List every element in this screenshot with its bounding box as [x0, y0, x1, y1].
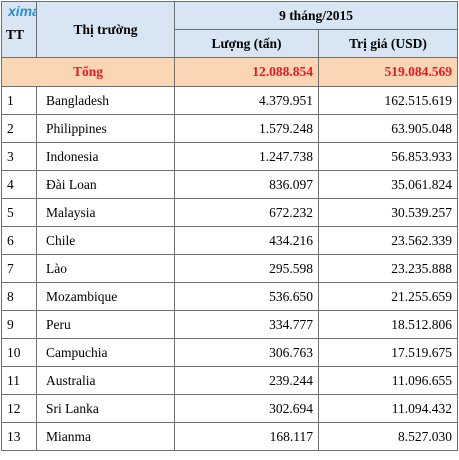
- table-row: 10 Campuchia 306.763 17.519.675: [1, 338, 459, 367]
- market-header: Thị trường: [36, 1, 175, 58]
- row-value: 35.061.824: [317, 170, 459, 199]
- tt-header: ximang.vn TT: [1, 1, 37, 58]
- table-row: 4 Đài Loan 836.097 35.061.824: [1, 170, 459, 199]
- row-value: 63.905.048: [317, 114, 459, 143]
- row-number: 9: [1, 310, 37, 339]
- total-row: Tổng 12.088.854 519.084.569: [1, 57, 459, 87]
- row-value: 17.519.675: [317, 338, 459, 367]
- row-number: 4: [1, 170, 37, 199]
- table-row: 1 Bangladesh 4.379.951 162.515.619: [1, 86, 459, 115]
- table-row: 2 Philippines 1.579.248 63.905.048: [1, 114, 459, 143]
- total-volume: 12.088.854: [174, 57, 319, 87]
- row-value: 162.515.619: [317, 86, 459, 115]
- row-value: 30.539.257: [317, 198, 459, 227]
- volume-header: Lượng (tấn): [174, 29, 319, 58]
- row-market: Mianma: [36, 422, 175, 451]
- row-market: Australia: [36, 366, 175, 395]
- row-volume: 434.216: [174, 226, 319, 255]
- row-value: 56.853.933: [317, 142, 459, 171]
- row-value: 11.094.432: [317, 394, 459, 423]
- row-volume: 536.650: [174, 282, 319, 311]
- row-volume: 334.777: [174, 310, 319, 339]
- total-value: 519.084.569: [317, 57, 459, 87]
- row-market: Mozambique: [36, 282, 175, 311]
- row-market: Malaysia: [36, 198, 175, 227]
- row-volume: 295.598: [174, 254, 319, 283]
- row-market: Lào: [36, 254, 175, 283]
- table-row: 13 Mianma 168.117 8.527.030: [1, 422, 459, 451]
- row-volume: 1.247.738: [174, 142, 319, 171]
- table-row: 9 Peru 334.777 18.512.806: [1, 310, 459, 339]
- export-markets-table: ximang.vn TT Thị trường 9 tháng/2015 Lượ…: [1, 1, 459, 451]
- period-header: 9 tháng/2015: [173, 1, 459, 30]
- row-volume: 4.379.951: [174, 86, 319, 115]
- row-number: 1: [1, 86, 37, 115]
- row-value: 23.235.888: [317, 254, 459, 283]
- row-number: 7: [1, 254, 37, 283]
- total-label: Tổng: [1, 57, 175, 87]
- table-row: 7 Lào 295.598 23.235.888: [1, 254, 459, 283]
- row-number: 12: [1, 394, 37, 423]
- row-market: Peru: [36, 310, 175, 339]
- table-row: 3 Indonesia 1.247.738 56.853.933: [1, 142, 459, 171]
- row-value: 18.512.806: [317, 310, 459, 339]
- row-number: 6: [1, 226, 37, 255]
- row-volume: 239.244: [174, 366, 319, 395]
- watermark-logo: ximang.vn: [8, 3, 36, 19]
- row-volume: 302.694: [174, 394, 319, 423]
- row-market: Chile: [36, 226, 175, 255]
- row-value: 23.562.339: [317, 226, 459, 255]
- market-rows: 1 Bangladesh 4.379.951 162.515.619 2 Philippi…: [1, 86, 459, 451]
- row-number: 13: [1, 422, 37, 451]
- row-market: Indonesia: [36, 142, 175, 171]
- row-market: Philippines: [36, 114, 175, 143]
- row-market: Đài Loan: [36, 170, 175, 199]
- row-number: 8: [1, 282, 37, 311]
- row-volume: 168.117: [174, 422, 319, 451]
- row-volume: 836.097: [174, 170, 319, 199]
- row-number: 11: [1, 366, 37, 395]
- table-row: 6 Chile 434.216 23.562.339: [1, 226, 459, 255]
- row-value: 11.096.655: [317, 366, 459, 395]
- tt-header-label: TT: [6, 27, 25, 42]
- row-volume: 306.763: [174, 338, 319, 367]
- table-row: 5 Malaysia 672.232 30.539.257: [1, 198, 459, 227]
- row-market: Bangladesh: [36, 86, 175, 115]
- row-value: 21.255.659: [317, 282, 459, 311]
- table-row: 12 Sri Lanka 302.694 11.094.432: [1, 394, 459, 423]
- table-row: 11 Australia 239.244 11.096.655: [1, 366, 459, 395]
- row-market: Campuchia: [36, 338, 175, 367]
- value-header: Trị giá (USD): [317, 29, 459, 58]
- row-number: 3: [1, 142, 37, 171]
- row-value: 8.527.030: [317, 422, 459, 451]
- row-market: Sri Lanka: [36, 394, 175, 423]
- row-volume: 1.579.248: [174, 114, 319, 143]
- row-number: 5: [1, 198, 37, 227]
- row-number: 2: [1, 114, 37, 143]
- row-volume: 672.232: [174, 198, 319, 227]
- table-row: 8 Mozambique 536.650 21.255.659: [1, 282, 459, 311]
- row-number: 10: [1, 338, 37, 367]
